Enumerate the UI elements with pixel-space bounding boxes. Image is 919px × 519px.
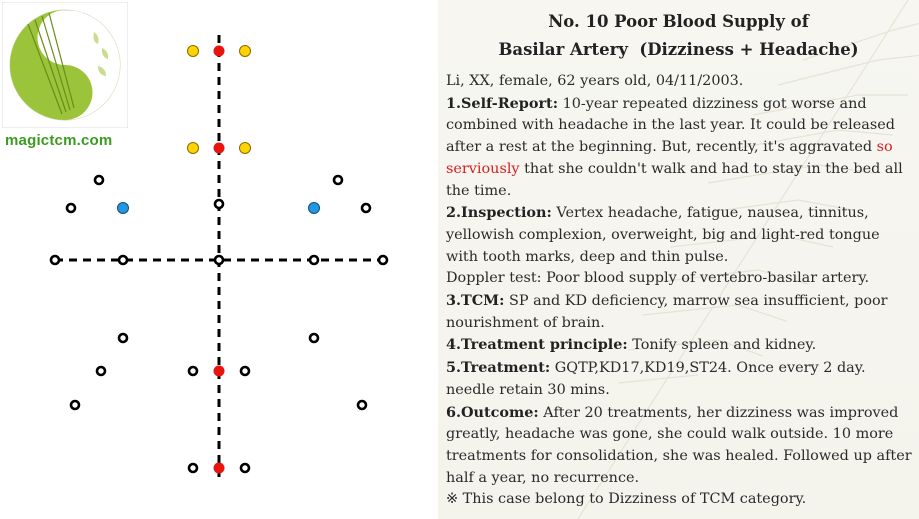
acupoint-secondary [239,45,251,57]
acupoint-reference [69,399,81,411]
acupoint-main [213,462,225,474]
acupoint-reference [93,174,105,186]
yin-yang-logo [2,2,128,128]
acupoint-reference [332,174,344,186]
acupoint-main [213,142,225,154]
feather-watermark [577,0,919,519]
acupoint-main [213,45,225,57]
inspection: 2.Inspection: Vertex headache, fatigue, … [446,204,880,265]
acupoint-secondary [187,142,199,154]
treatment: 5.Treatment: GQTP,KD17,KD19,ST24. Once e… [446,359,866,398]
acupoint-secondary [239,142,251,154]
doppler-test: Doppler test: Poor blood supply of verte… [446,270,870,287]
acupoint-reference [117,332,129,344]
acupoint-blue [117,202,129,214]
acupoint-reference [213,254,225,266]
acupoint-reference [49,254,61,266]
acupoint-reference [187,462,199,474]
patient-info: Li, XX, female, 62 years old, 04/11/2003… [446,73,744,89]
highlight-text: so serviously [446,139,893,177]
acupoint-reference [213,198,225,210]
acupoint-reference [117,254,129,266]
acupoint-reference [95,365,107,377]
acupoint-main [213,365,225,377]
acupoint-secondary [187,45,199,57]
case-panel: No. 10 Poor Blood Supply of Basilar Arte… [438,0,919,519]
diagram-panel: magictcm.com [0,0,438,519]
acupoint-blue [308,202,320,214]
outcome: 6.Outcome: After 20 treatments, her dizz… [446,403,912,486]
acupoint-reference [377,254,389,266]
case-text: Li, XX, female, 62 years old, 04/11/2003… [446,71,912,511]
self-report: 1.Self-Report: 10-year repeated dizzines… [446,94,903,199]
acupoint-reference [360,202,372,214]
acupoint-reference [356,399,368,411]
site-name[interactable]: magictcm.com [5,132,113,149]
acupoint-reference [239,462,251,474]
category-note: ※ This case belong to Dizziness of TCM c… [446,491,807,508]
acupoint-reference [308,332,320,344]
case-title-line1: No. 10 Poor Blood Supply of [548,12,809,31]
case-title-line2: Basilar Artery (Dizziness + Headache) [498,40,859,59]
acupoint-reference [239,365,251,377]
acupoint-reference [187,365,199,377]
acupoint-diagram [49,35,389,478]
treatment-principle: 4.Treatment principle: Tonify spleen and… [446,336,817,354]
tcm-diagnosis: 3.TCM: SP and KD deficiency, marrow sea … [446,292,888,331]
acupoint-reference [308,254,320,266]
acupoint-reference [65,202,77,214]
